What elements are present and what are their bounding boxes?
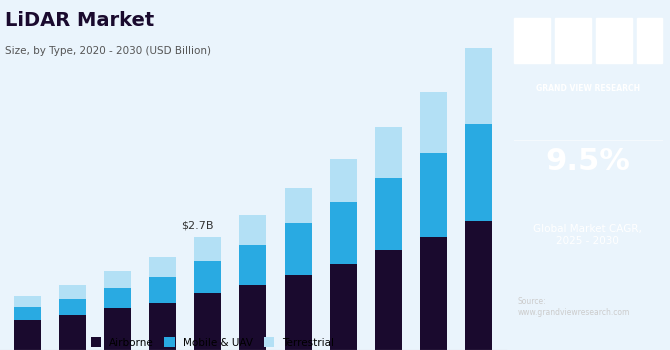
Bar (59, 315, 86, 350)
Text: Size, by Type, 2020 - 2030 (USD Billion): Size, by Type, 2020 - 2030 (USD Billion) (5, 46, 211, 56)
Text: Global Market CAGR,
2025 - 2030: Global Market CAGR, 2025 - 2030 (533, 224, 643, 246)
Bar (13, 296, 41, 307)
Bar (465, 124, 492, 221)
Bar (59, 285, 86, 299)
Bar (285, 275, 312, 350)
Text: 9.5%: 9.5% (545, 147, 630, 176)
Bar (285, 223, 312, 275)
Bar (239, 285, 267, 350)
Bar (375, 127, 402, 178)
Bar (13, 320, 41, 350)
Bar (104, 288, 131, 308)
Bar (194, 261, 221, 293)
Bar (465, 221, 492, 350)
Bar (194, 237, 221, 261)
Bar (375, 250, 402, 350)
Bar (465, 48, 492, 124)
FancyBboxPatch shape (514, 18, 550, 63)
FancyBboxPatch shape (637, 18, 662, 63)
Bar (420, 92, 447, 153)
Bar (149, 257, 176, 277)
Bar (420, 153, 447, 237)
Text: Source:
www.grandviewresearch.com: Source: www.grandviewresearch.com (517, 298, 630, 317)
Bar (104, 308, 131, 350)
Bar (375, 178, 402, 250)
FancyBboxPatch shape (555, 18, 591, 63)
Bar (239, 215, 267, 245)
Bar (330, 202, 357, 264)
Bar (420, 237, 447, 350)
FancyBboxPatch shape (596, 18, 632, 63)
Bar (285, 188, 312, 223)
Bar (330, 264, 357, 350)
Bar (104, 271, 131, 288)
Bar (13, 307, 41, 320)
Bar (149, 303, 176, 350)
Bar (239, 245, 267, 285)
Text: $2.7B: $2.7B (181, 221, 213, 231)
Legend: Airborne, Mobile & UAV, Terrestrial: Airborne, Mobile & UAV, Terrestrial (86, 333, 338, 350)
Bar (330, 159, 357, 202)
Bar (194, 293, 221, 350)
Text: LiDAR Market: LiDAR Market (5, 10, 154, 29)
Bar (149, 277, 176, 303)
Bar (59, 299, 86, 315)
Text: GRAND VIEW RESEARCH: GRAND VIEW RESEARCH (536, 84, 640, 93)
